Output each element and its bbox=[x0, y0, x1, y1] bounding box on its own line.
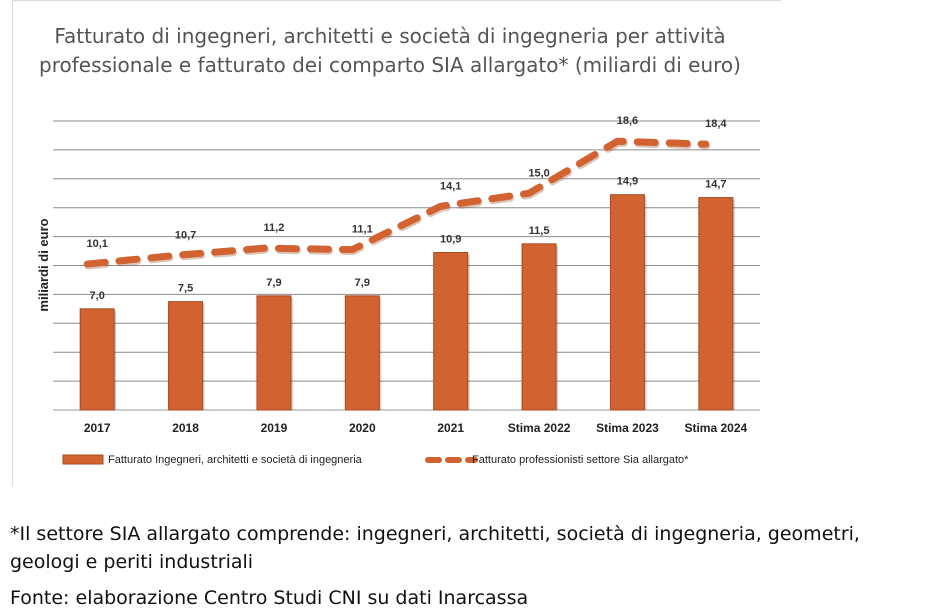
x-tick-label: 2018 bbox=[172, 421, 199, 435]
line-data-label: 11,2 bbox=[264, 222, 285, 234]
x-tick-label: 2020 bbox=[349, 421, 376, 435]
bar bbox=[433, 251, 469, 411]
legend: Fatturato Ingegneri, architetti e societ… bbox=[62, 454, 689, 466]
bar-data-label: 14,9 bbox=[617, 176, 638, 188]
line-data-label: 15,0 bbox=[528, 167, 549, 179]
line-data-label: 10,1 bbox=[86, 238, 107, 250]
x-tick-label: 2021 bbox=[437, 421, 464, 435]
bar bbox=[79, 308, 115, 411]
bar bbox=[698, 197, 734, 411]
footnote-source: Fonte: elaborazione Centro Studi CNI su … bbox=[10, 587, 529, 609]
footnote-definition: *Il settore SIA allargato comprende: ing… bbox=[10, 523, 860, 573]
bar bbox=[168, 301, 204, 411]
line-data-label: 14,1 bbox=[440, 180, 461, 192]
bar bbox=[521, 243, 557, 411]
x-tick-label: 2019 bbox=[261, 421, 288, 435]
x-tick-label: 2017 bbox=[84, 421, 111, 435]
chart-title: Fatturato di ingegneri, architetti e soc… bbox=[39, 24, 741, 77]
bar-data-label: 7,0 bbox=[90, 290, 105, 302]
bar-data-label: 7,9 bbox=[266, 277, 281, 289]
bar-data-label: 7,9 bbox=[355, 277, 370, 289]
bar-data-label: 7,5 bbox=[178, 283, 193, 295]
legend-label-bars: Fatturato Ingegneri, architetti e societ… bbox=[108, 454, 363, 466]
bar bbox=[256, 295, 292, 411]
legend-label-line: Fatturato professionisti settore Sia all… bbox=[472, 454, 689, 466]
legend-swatch-bars bbox=[62, 454, 104, 465]
bar-data-label: 14,7 bbox=[705, 179, 726, 191]
line-data-label: 10,7 bbox=[175, 229, 196, 241]
x-tick-label: Stima 2023 bbox=[596, 421, 659, 435]
line-data-label: 11,1 bbox=[352, 224, 373, 236]
bar-data-label: 10,9 bbox=[440, 233, 461, 245]
line-series bbox=[83, 137, 710, 268]
bar bbox=[609, 194, 645, 411]
line-data-label: 18,6 bbox=[617, 115, 638, 127]
bar-data-label: 11,5 bbox=[529, 225, 550, 237]
x-tick-label: Stima 2022 bbox=[508, 421, 571, 435]
x-tick-label: Stima 2024 bbox=[684, 421, 747, 435]
y-axis-label: miliardi di euro bbox=[36, 218, 51, 311]
chart-frame bbox=[12, 0, 781, 486]
line-data-label: 18,4 bbox=[705, 118, 727, 130]
bar bbox=[344, 295, 380, 411]
